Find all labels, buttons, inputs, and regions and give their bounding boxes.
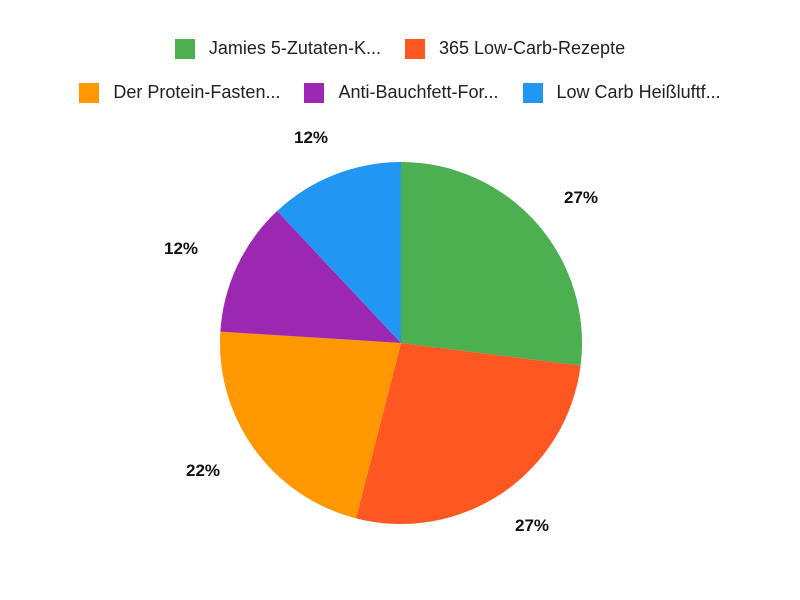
legend-swatch-blue xyxy=(522,82,543,103)
slice-label-365-low-carb: 27% xyxy=(514,516,550,535)
slice-label-low-carb-heissluft: 12% xyxy=(293,128,329,147)
legend-swatch-green xyxy=(174,38,195,59)
slice-label-protein-fasten: 22% xyxy=(185,461,221,480)
pie-slice-anti-bauchfett[interactable] xyxy=(220,211,401,343)
pie-slice-protein-fasten[interactable] xyxy=(220,331,401,519)
legend-swatch-orange-red xyxy=(404,38,425,59)
legend-swatch-purple xyxy=(304,82,325,103)
pie-slice-low-carb-heissluft[interactable] xyxy=(277,162,401,343)
legend-item-jamies[interactable]: Jamies 5-Zutaten-K... xyxy=(174,38,381,59)
pie-slice-jamies[interactable] xyxy=(401,162,582,366)
legend-label: Anti-Bauchfett-For... xyxy=(338,82,499,102)
pie-slice-365-low-carb[interactable] xyxy=(355,343,581,524)
slice-label-jamies: 27% xyxy=(563,188,599,207)
legend-row-2: Der Protein-Fasten... Anti-Bauchfett-For… xyxy=(0,82,800,103)
legend-item-protein-fasten[interactable]: Der Protein-Fasten... xyxy=(79,82,280,103)
legend-item-low-carb-heissluft[interactable]: Low Carb Heißluftf... xyxy=(522,82,721,103)
legend-row-1: Jamies 5-Zutaten-K... 365 Low-Carb-Rezep… xyxy=(0,38,800,59)
slice-label-anti-bauchfett: 12% xyxy=(163,239,199,258)
legend-item-anti-bauchfett[interactable]: Anti-Bauchfett-For... xyxy=(304,82,499,103)
legend-item-365-low-carb[interactable]: 365 Low-Carb-Rezepte xyxy=(404,38,626,59)
legend-label: 365 Low-Carb-Rezepte xyxy=(438,38,626,58)
legend-swatch-orange xyxy=(79,82,100,103)
legend-label: Der Protein-Fasten... xyxy=(113,82,281,102)
legend-label: Low Carb Heißluftf... xyxy=(556,82,721,102)
legend-label: Jamies 5-Zutaten-K... xyxy=(208,38,381,58)
